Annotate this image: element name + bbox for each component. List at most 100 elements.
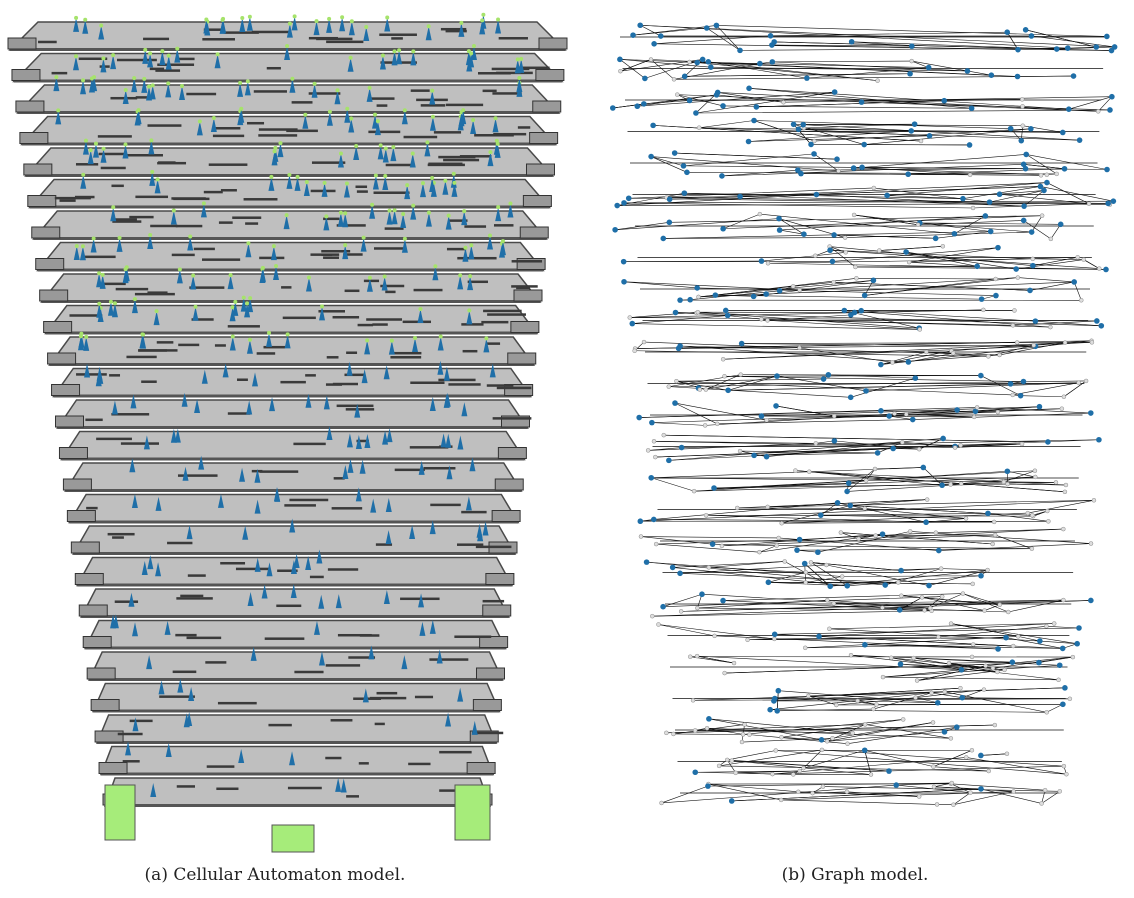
- agent-head: [238, 81, 242, 85]
- wall: [333, 383, 358, 386]
- agent-head: [240, 16, 244, 20]
- node: [1020, 97, 1024, 101]
- node: [1071, 279, 1077, 285]
- node: [642, 340, 646, 344]
- wall: [281, 286, 291, 289]
- agent-head: [307, 275, 311, 279]
- agent-head: [212, 116, 216, 120]
- wall: [112, 536, 124, 539]
- edge: [770, 693, 931, 710]
- wall: [268, 724, 291, 727]
- node: [720, 103, 726, 109]
- wall: [474, 134, 514, 137]
- node: [1052, 622, 1056, 626]
- node: [949, 736, 953, 740]
- node: [952, 231, 958, 237]
- node: [684, 170, 690, 176]
- node: [692, 489, 696, 493]
- node: [852, 213, 856, 217]
- node: [931, 765, 935, 769]
- node: [939, 482, 945, 488]
- wall: [115, 600, 138, 603]
- wall: [346, 351, 357, 354]
- agent-head: [313, 82, 317, 86]
- node: [1030, 547, 1034, 551]
- agent-head: [267, 331, 271, 335]
- wall: [374, 191, 410, 194]
- stair-left: [36, 259, 64, 270]
- edge: [742, 342, 1092, 343]
- agent-head: [315, 19, 319, 23]
- node: [873, 467, 877, 471]
- edge: [832, 248, 998, 262]
- node: [982, 688, 986, 692]
- node: [1088, 410, 1094, 416]
- node: [1041, 188, 1047, 194]
- wall: [111, 185, 123, 188]
- node: [877, 249, 881, 253]
- wall: [202, 258, 240, 261]
- node: [893, 782, 899, 788]
- node: [612, 227, 618, 233]
- agent-head: [401, 212, 405, 216]
- edge: [673, 734, 749, 735]
- edge: [697, 608, 984, 611]
- agent-head: [427, 24, 431, 28]
- node: [936, 548, 942, 554]
- agent-head: [101, 273, 105, 277]
- agent-head: [335, 88, 339, 92]
- wall: [75, 196, 95, 199]
- wall: [244, 198, 278, 201]
- node: [912, 656, 916, 660]
- edge: [776, 750, 1067, 774]
- wall: [85, 419, 102, 422]
- stair-right: [530, 133, 558, 144]
- node: [959, 443, 963, 447]
- node: [897, 607, 903, 613]
- node: [846, 480, 852, 486]
- node: [932, 785, 936, 789]
- node: [1011, 323, 1015, 327]
- node: [951, 803, 955, 807]
- wall: [331, 719, 353, 722]
- node: [1058, 221, 1064, 227]
- node: [826, 372, 832, 378]
- edge: [674, 76, 1074, 79]
- node: [793, 469, 797, 473]
- node: [839, 531, 843, 535]
- floor-edge: [69, 521, 518, 524]
- agent-head: [204, 17, 208, 21]
- agent-head: [383, 275, 387, 279]
- node: [798, 769, 802, 773]
- agent-head: [160, 49, 164, 53]
- node: [681, 163, 687, 169]
- node: [809, 560, 813, 564]
- wall: [293, 443, 325, 446]
- agent-head: [242, 296, 246, 300]
- node: [863, 506, 867, 510]
- node: [699, 591, 705, 597]
- node: [970, 655, 974, 659]
- node: [964, 516, 968, 520]
- node: [698, 388, 702, 392]
- node: [974, 264, 980, 270]
- wall: [259, 128, 298, 131]
- edge: [1021, 396, 1064, 397]
- node: [830, 259, 836, 265]
- wall: [430, 504, 460, 507]
- node: [819, 737, 825, 743]
- wall: [377, 692, 398, 695]
- node: [849, 653, 853, 657]
- edge: [662, 786, 708, 803]
- wall: [82, 256, 115, 259]
- edge: [821, 503, 838, 515]
- agent-head: [288, 22, 292, 26]
- wall: [167, 542, 192, 545]
- node: [832, 438, 838, 444]
- wall: [175, 634, 196, 637]
- floor: [85, 621, 505, 649]
- stair-right: [473, 700, 501, 711]
- node: [975, 405, 979, 409]
- exit: [272, 825, 314, 852]
- agent-head: [403, 108, 407, 112]
